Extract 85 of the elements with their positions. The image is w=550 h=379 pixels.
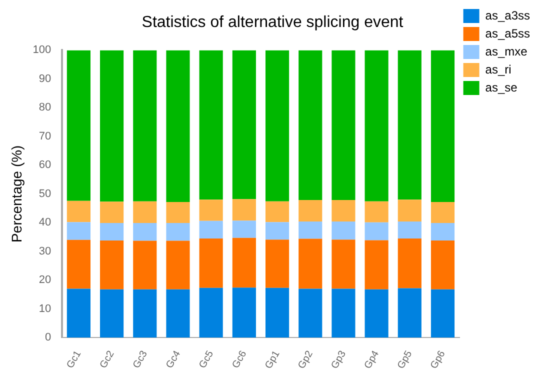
bar [430, 240, 455, 290]
bar [430, 50, 455, 202]
bar [166, 50, 190, 202]
legend-label: as_ri [485, 62, 512, 76]
bar [199, 50, 223, 200]
bar [265, 50, 290, 202]
x-tick-label: Gc2 [98, 348, 117, 370]
bar [332, 240, 356, 289]
bar [133, 289, 157, 338]
y-tick-label: 50 [38, 188, 52, 200]
bar [199, 220, 223, 238]
y-axis-title: Percentage (%) [8, 145, 24, 243]
bar [100, 222, 124, 240]
x-tick-label: Gc3 [131, 348, 150, 370]
bar [199, 288, 223, 338]
bar [265, 222, 290, 240]
bar [232, 238, 256, 288]
bar [430, 289, 455, 338]
bar [166, 240, 190, 290]
x-tick-label: Gc5 [197, 348, 216, 370]
bar [398, 238, 422, 288]
y-tick-label: 80 [38, 102, 52, 114]
bar [66, 200, 90, 222]
bar [100, 202, 124, 223]
y-tick-label: 30 [38, 245, 52, 258]
chart-title: Statistics of alternative splicing event [142, 14, 404, 32]
bar [232, 50, 256, 200]
bar [364, 289, 388, 338]
bar [298, 288, 322, 338]
bar [133, 50, 157, 202]
bar [232, 199, 256, 221]
y-tick-label: 90 [38, 72, 52, 85]
x-tick-label: Gc6 [230, 348, 250, 370]
bar [232, 220, 256, 238]
x-tick-label: Gc4 [164, 348, 184, 370]
bar [232, 288, 256, 338]
bar [298, 238, 322, 289]
bar [332, 222, 356, 240]
bar [332, 288, 356, 338]
y-tick-label: 20 [38, 274, 52, 286]
y-tick-label: 0 [45, 332, 52, 344]
legend-label: as_a3ss [485, 8, 530, 22]
y-tick-label: 60 [38, 159, 52, 172]
bar [66, 288, 90, 338]
y-tick-label: 70 [38, 130, 52, 142]
bar [66, 240, 90, 289]
bar [133, 222, 157, 241]
bar [166, 202, 190, 223]
bar [100, 240, 124, 290]
bar [199, 200, 223, 221]
bar [66, 222, 90, 240]
bar [430, 222, 455, 240]
y-tick-label: 40 [38, 216, 52, 229]
bar [298, 200, 322, 222]
bar [265, 201, 290, 222]
bar [100, 289, 124, 338]
bar [364, 240, 388, 290]
legend-label: as_a5ss [485, 26, 530, 40]
bar [199, 238, 223, 288]
bar [332, 200, 356, 222]
bar [265, 240, 290, 288]
bar [398, 222, 422, 238]
x-tick-label: Gc1 [64, 348, 84, 370]
bar [298, 50, 322, 200]
bar [364, 222, 388, 240]
legend-label: as_mxe [485, 44, 528, 58]
bar [398, 50, 422, 200]
bar [364, 50, 388, 202]
bar [265, 288, 290, 338]
y-tick-label: 100 [32, 44, 52, 56]
bar [398, 288, 422, 338]
bar [398, 200, 422, 222]
bar [133, 240, 157, 290]
bar [133, 201, 157, 223]
bar [66, 50, 90, 201]
bar [298, 222, 322, 239]
bar [166, 222, 190, 241]
bar [332, 50, 356, 200]
bar [430, 202, 455, 223]
x-tick-label: Gp1 [263, 348, 282, 371]
legend-label: as_se [485, 80, 518, 94]
bar [166, 289, 190, 338]
y-tick-label: 10 [38, 302, 52, 315]
bar [364, 201, 388, 222]
bar [100, 50, 124, 202]
